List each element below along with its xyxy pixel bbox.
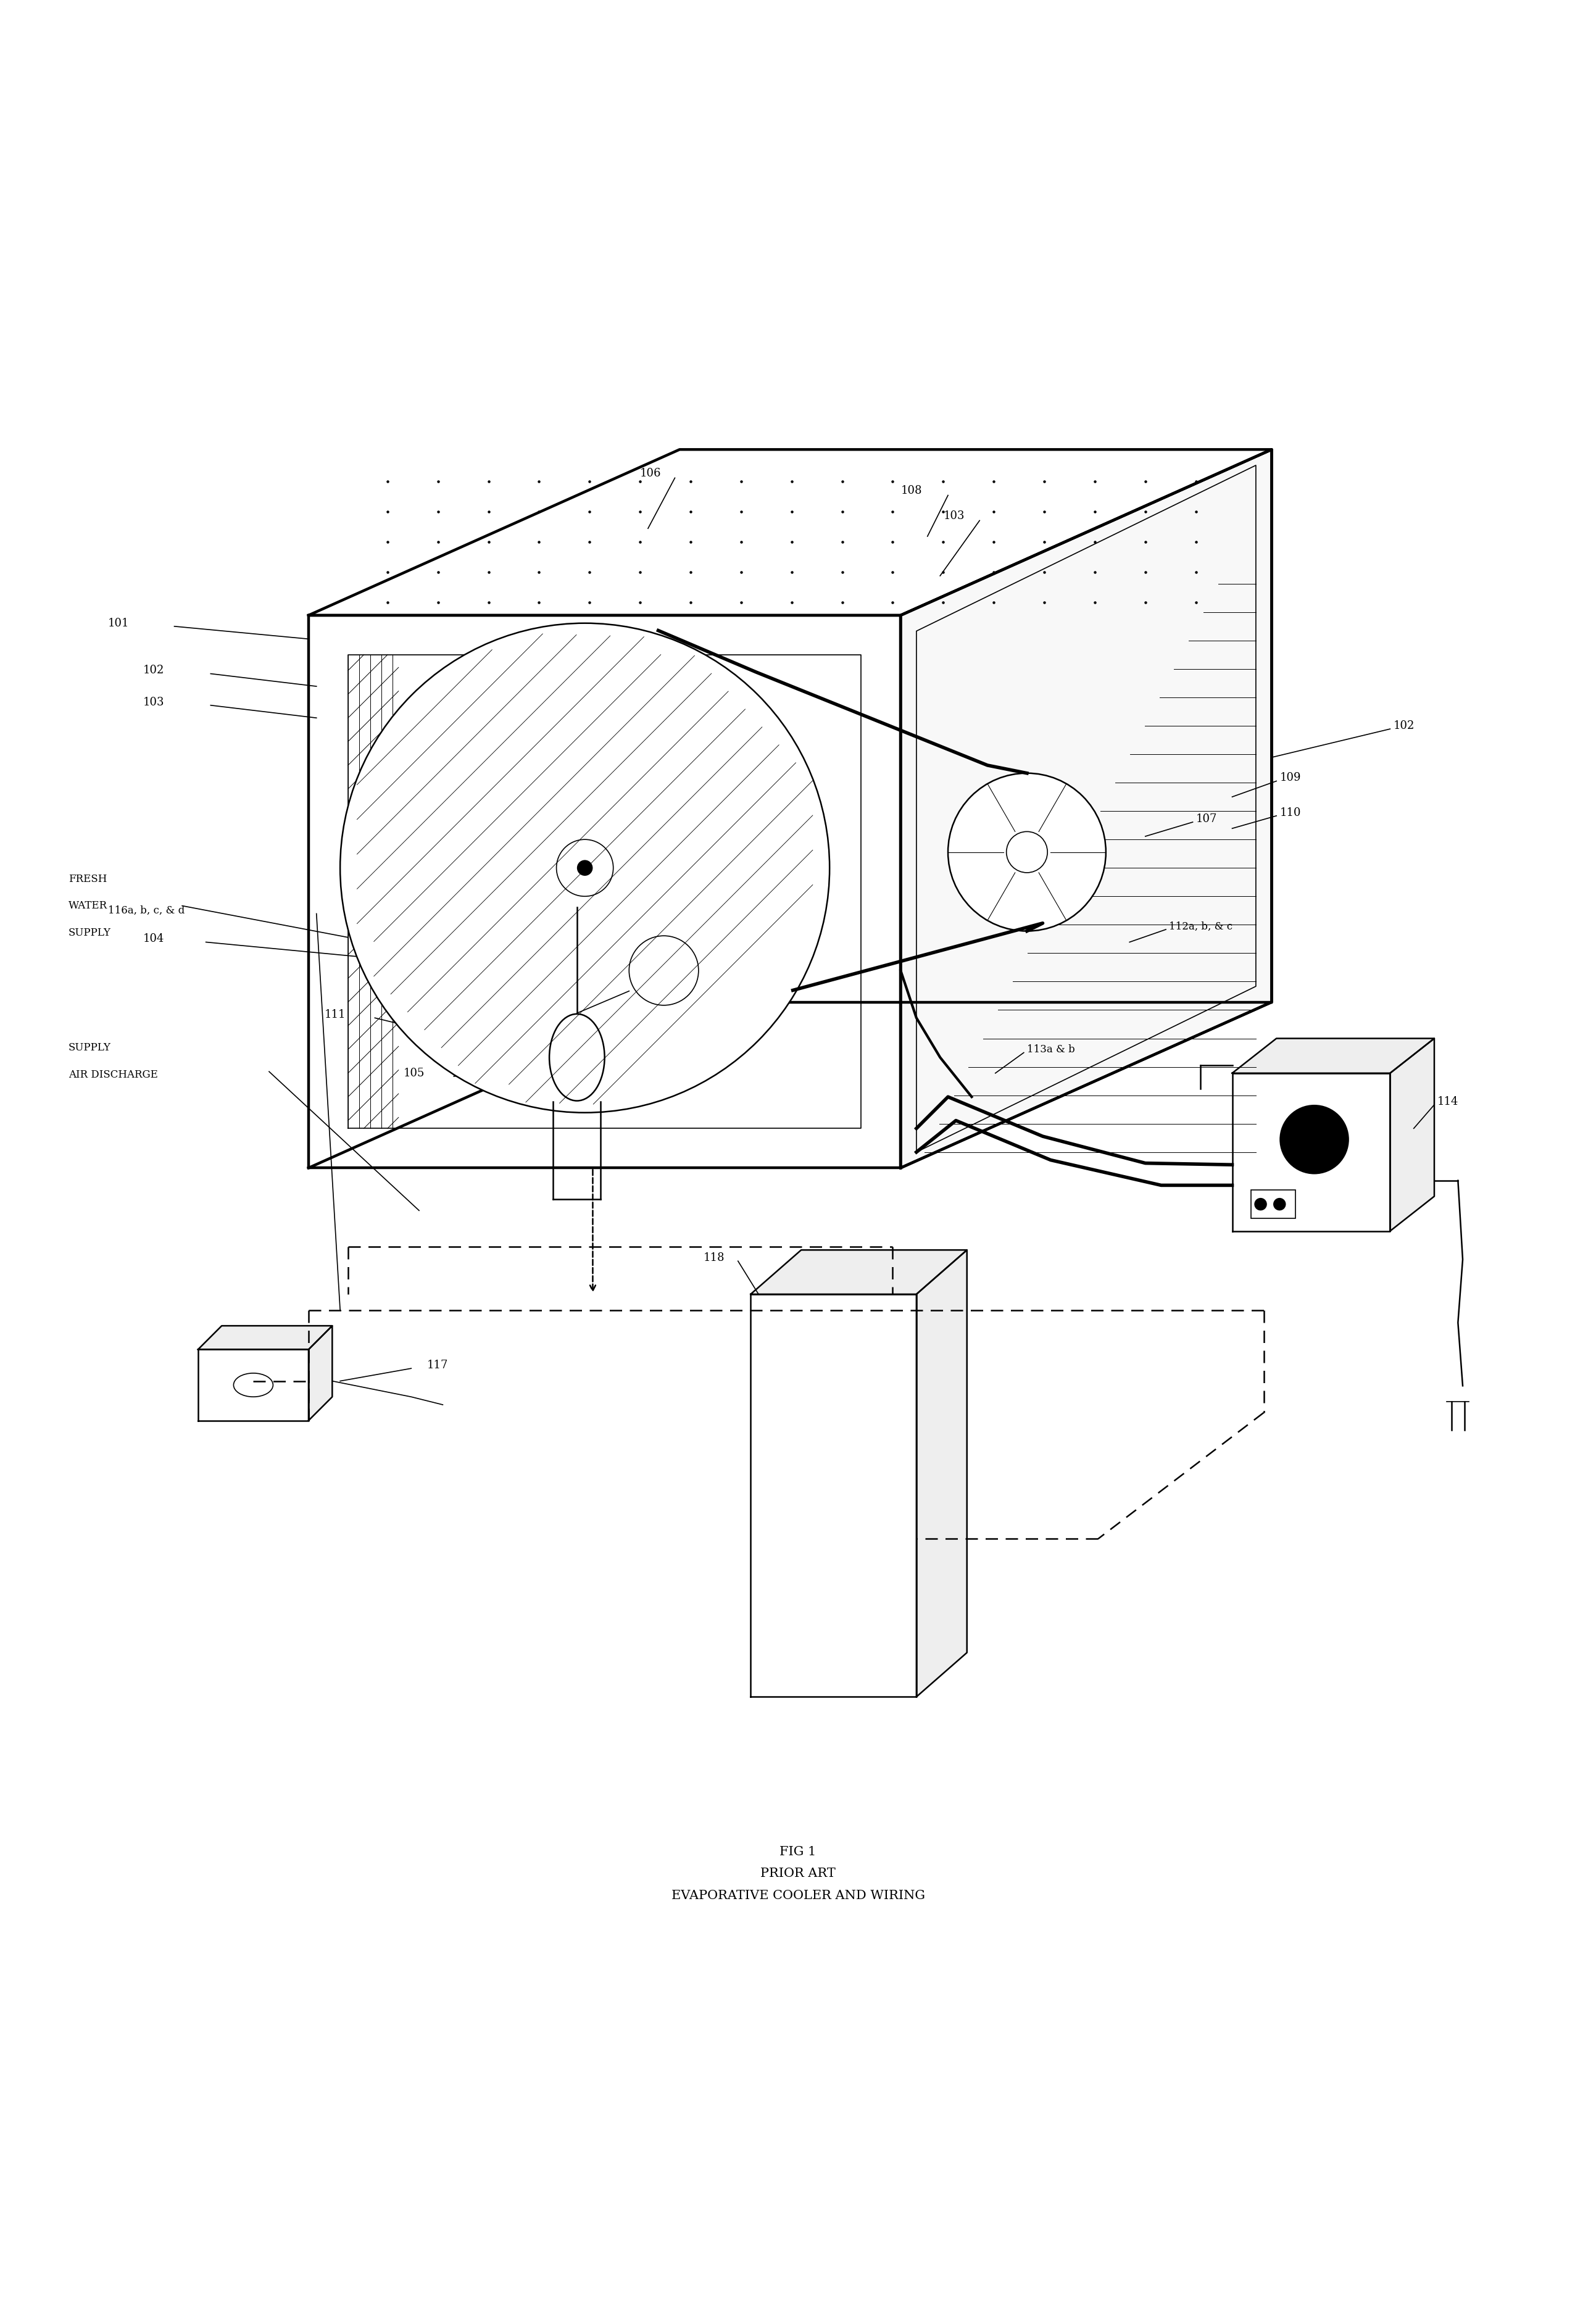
Text: 102: 102 (142, 666, 164, 675)
Text: 117: 117 (428, 1360, 448, 1371)
Polygon shape (308, 450, 1272, 615)
Text: WATER: WATER (69, 900, 107, 912)
Text: 103: 103 (142, 696, 164, 708)
Text: AIR DISCHARGE: AIR DISCHARGE (69, 1070, 158, 1081)
Polygon shape (900, 450, 1272, 1167)
Polygon shape (1232, 1039, 1435, 1074)
Circle shape (1254, 1197, 1267, 1211)
Text: 104: 104 (142, 933, 164, 944)
Circle shape (1274, 1197, 1286, 1211)
Text: FIG 1: FIG 1 (780, 1847, 816, 1858)
Text: 110: 110 (1280, 807, 1301, 819)
Text: 106: 106 (640, 469, 661, 478)
Polygon shape (308, 1325, 332, 1420)
Text: 114: 114 (1438, 1095, 1459, 1107)
Polygon shape (916, 1250, 967, 1696)
Text: EVAPORATIVE COOLER AND WIRING: EVAPORATIVE COOLER AND WIRING (672, 1891, 924, 1902)
Bar (1251, 1190, 1296, 1218)
Circle shape (578, 861, 592, 875)
Text: 112a, b, & c: 112a, b, & c (1168, 921, 1232, 933)
Text: 102: 102 (1393, 719, 1414, 731)
Text: 101: 101 (109, 617, 129, 629)
Polygon shape (198, 1325, 332, 1350)
Text: 109: 109 (1280, 773, 1301, 784)
Text: SUPPLY: SUPPLY (69, 1042, 112, 1053)
Polygon shape (308, 615, 900, 1167)
Polygon shape (750, 1250, 967, 1295)
Polygon shape (1232, 1074, 1390, 1232)
Text: 103: 103 (943, 510, 964, 522)
Text: 113a & b: 113a & b (1026, 1044, 1076, 1056)
Text: 111: 111 (324, 1009, 346, 1021)
Text: SUPPLY: SUPPLY (69, 928, 112, 937)
Circle shape (1007, 831, 1047, 872)
Text: 107: 107 (1195, 814, 1218, 824)
Text: 115a & b: 115a & b (1026, 870, 1074, 882)
Text: 116a, b, c, & d: 116a, b, c, & d (109, 905, 185, 916)
Text: FRESH: FRESH (69, 875, 107, 884)
Polygon shape (900, 450, 1272, 1167)
Text: PRIOR ART: PRIOR ART (760, 1868, 836, 1879)
Text: 108: 108 (900, 485, 922, 496)
Polygon shape (750, 1295, 916, 1696)
Polygon shape (1390, 1039, 1435, 1232)
Circle shape (1280, 1104, 1349, 1174)
Text: 118: 118 (704, 1253, 725, 1264)
Circle shape (340, 624, 830, 1114)
Circle shape (948, 773, 1106, 930)
Text: 105: 105 (404, 1067, 425, 1079)
Polygon shape (198, 1350, 308, 1420)
